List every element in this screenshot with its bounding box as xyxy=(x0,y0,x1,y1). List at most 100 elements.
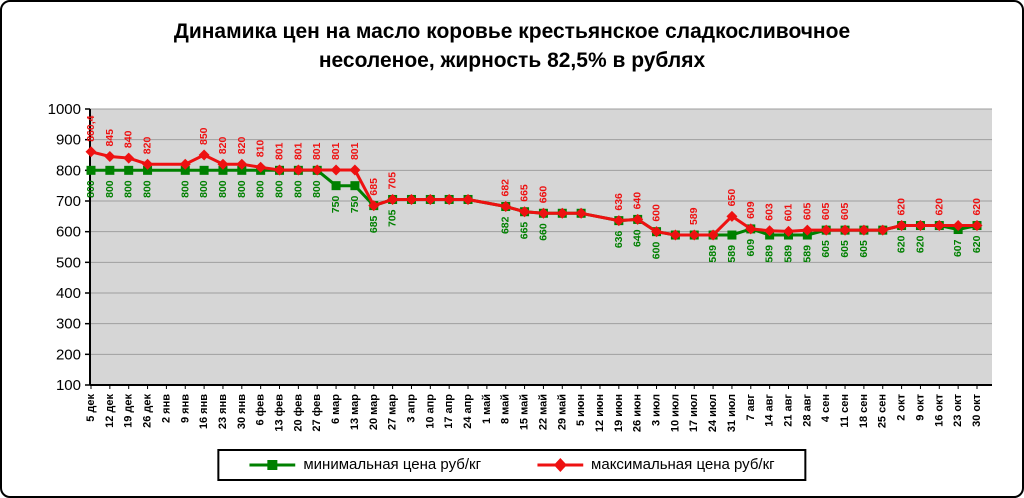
chart-title: Динамика цен на масло коровье крестьянск… xyxy=(2,18,1022,76)
max-price-marker xyxy=(368,200,380,212)
max-price-data-label: 660 xyxy=(537,186,549,204)
svg-text:100: 100 xyxy=(56,377,81,394)
max-price-data-label: 845 xyxy=(104,129,116,147)
min-price-marker xyxy=(180,165,190,175)
max-price-data-label: 705 xyxy=(387,172,399,190)
min-price-marker xyxy=(331,181,341,191)
max-price-data-label: 605 xyxy=(839,202,851,220)
svg-text:3 апр: 3 апр xyxy=(405,394,417,423)
max-price-data-label: 640 xyxy=(632,192,644,210)
min-price-data-label: 620 xyxy=(914,235,926,253)
max-price-data-label: 609 xyxy=(745,201,757,219)
min-price-data-label: 609 xyxy=(745,239,757,257)
svg-text:6 мар: 6 мар xyxy=(330,394,342,424)
svg-text:10 июл: 10 июл xyxy=(669,394,681,432)
max-price-data-label: 665 xyxy=(519,184,531,202)
min-price-data-label: 800 xyxy=(179,180,191,198)
svg-text:19 июн: 19 июн xyxy=(613,394,625,432)
max-price-data-label: 620 xyxy=(896,198,908,216)
max-price-marker xyxy=(292,164,304,176)
min-price-data-label: 600 xyxy=(651,242,663,260)
svg-text:19 дек: 19 дек xyxy=(123,394,135,428)
min-price-data-label: 800 xyxy=(274,180,286,198)
svg-text:28 авг: 28 авг xyxy=(801,394,813,427)
svg-text:23 окт: 23 окт xyxy=(952,393,964,427)
min-price-data-label: 750 xyxy=(330,196,342,214)
min-price-marker xyxy=(350,181,360,191)
min-price-data-label: 605 xyxy=(839,240,851,258)
max-price-data-label: 601 xyxy=(782,204,794,222)
max-price-data-label: 801 xyxy=(349,142,361,160)
max-price-marker xyxy=(896,220,908,232)
min-price-data-label: 800 xyxy=(123,180,135,198)
min-price-legend-marker-icon xyxy=(249,459,296,470)
max-price-marker xyxy=(519,206,531,218)
max-price-series: 860,4 845 840 820 850 820 820 810 801 801 801 801 80… xyxy=(85,115,983,241)
max-price-marker xyxy=(971,220,983,232)
max-price-marker xyxy=(613,215,625,227)
max-price-marker xyxy=(801,224,813,236)
min-price-data-label: 636 xyxy=(613,230,625,248)
svg-text:12 июн: 12 июн xyxy=(594,394,606,432)
svg-text:400: 400 xyxy=(56,285,81,302)
max-price-marker xyxy=(651,226,663,238)
max-price-data-label: 840 xyxy=(123,130,135,148)
svg-text:13 мар: 13 мар xyxy=(349,394,361,430)
max-price-data-label: 820 xyxy=(142,137,154,155)
max-price-data-label: 801 xyxy=(274,142,286,160)
x-axis-labels: 5 дек 12 дек 19 дек 26 дек 2 янв 9 янв 16 янв 2… xyxy=(85,385,983,432)
max-price-marker xyxy=(424,193,436,205)
max-price-data-label: 620 xyxy=(971,198,983,216)
svg-text:700: 700 xyxy=(56,193,81,210)
max-price-marker xyxy=(179,158,191,170)
chart-title-line2: несоленое, жирность 82,5% в рублях xyxy=(318,48,706,72)
svg-text:300: 300 xyxy=(56,316,81,333)
max-price-marker xyxy=(85,146,97,158)
svg-text:31 июл: 31 июл xyxy=(726,394,738,432)
max-price-data-label: 860,4 xyxy=(85,115,97,141)
max-price-marker xyxy=(217,158,229,170)
svg-text:5 июн: 5 июн xyxy=(575,394,587,426)
svg-text:2 окт: 2 окт xyxy=(896,393,908,420)
max-price-marker xyxy=(782,225,794,237)
max-price-marker xyxy=(123,152,135,164)
max-price-marker xyxy=(387,193,399,205)
min-price-data-label: 800 xyxy=(85,180,97,198)
svg-text:7 авг: 7 авг xyxy=(745,394,757,421)
svg-text:16 окт: 16 окт xyxy=(933,393,945,427)
svg-text:20 мар: 20 мар xyxy=(368,394,380,430)
svg-text:8 май: 8 май xyxy=(500,394,512,424)
min-price-data-label: 589 xyxy=(764,245,776,263)
max-price-marker xyxy=(198,149,210,161)
legend-item-min-price: минимальная цена руб/кг xyxy=(249,456,481,473)
max-price-marker xyxy=(707,229,719,241)
min-price-data-label: 607 xyxy=(952,239,964,257)
svg-text:14 авг: 14 авг xyxy=(764,394,776,427)
svg-text:22 май: 22 май xyxy=(537,394,549,430)
min-price-data-label: 660 xyxy=(537,223,549,241)
max-price-marker xyxy=(688,229,700,241)
max-price-marker xyxy=(858,224,870,236)
max-price-marker xyxy=(745,223,757,235)
svg-text:2 янв: 2 янв xyxy=(160,394,172,423)
max-price-marker xyxy=(443,193,455,205)
max-price-marker xyxy=(877,224,889,236)
min-price-marker xyxy=(105,165,115,175)
max-price-marker xyxy=(330,164,342,176)
max-price-marker xyxy=(537,207,549,219)
svg-text:900: 900 xyxy=(56,132,81,149)
max-price-marker xyxy=(820,224,832,236)
max-price-legend-marker-icon xyxy=(537,457,584,472)
min-price-data-label: 800 xyxy=(255,180,267,198)
svg-text:4 сен: 4 сен xyxy=(820,394,832,422)
min-price-data-label: 750 xyxy=(349,196,361,214)
svg-text:9 янв: 9 янв xyxy=(179,394,191,423)
max-price-marker xyxy=(575,207,587,219)
svg-text:6 фев: 6 фев xyxy=(255,394,267,426)
svg-text:9 окт: 9 окт xyxy=(914,393,926,420)
min-price-data-label: 685 xyxy=(368,215,380,233)
max-price-data-label: 801 xyxy=(292,142,304,160)
min-price-data-label: 589 xyxy=(707,245,719,263)
svg-text:17 апр: 17 апр xyxy=(443,394,455,429)
min-price-data-label: 605 xyxy=(820,240,832,258)
